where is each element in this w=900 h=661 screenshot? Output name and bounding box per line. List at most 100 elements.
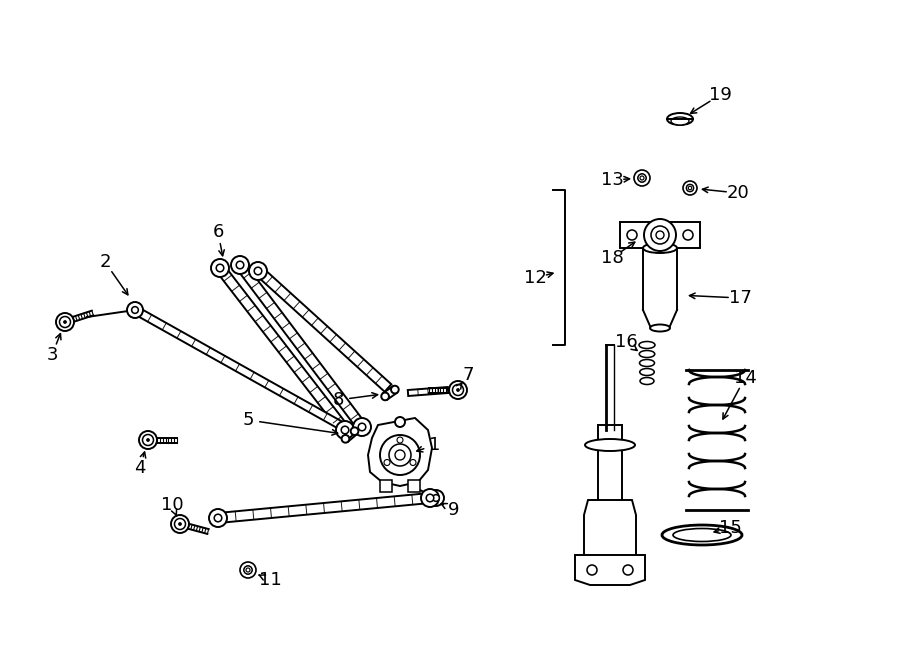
Ellipse shape — [639, 342, 655, 348]
Ellipse shape — [639, 350, 655, 358]
Text: 10: 10 — [161, 496, 184, 514]
Circle shape — [687, 184, 694, 192]
Polygon shape — [620, 222, 700, 248]
Text: 7: 7 — [463, 366, 473, 384]
FancyBboxPatch shape — [640, 361, 654, 366]
Circle shape — [382, 393, 389, 401]
Circle shape — [627, 230, 637, 240]
Ellipse shape — [585, 439, 635, 451]
Circle shape — [216, 264, 224, 272]
Circle shape — [433, 494, 439, 501]
Circle shape — [638, 174, 646, 182]
Text: 4: 4 — [134, 459, 146, 477]
Polygon shape — [236, 262, 366, 430]
Circle shape — [353, 418, 371, 436]
Polygon shape — [256, 268, 392, 392]
Circle shape — [640, 176, 644, 180]
Text: 6: 6 — [212, 223, 224, 241]
Circle shape — [395, 417, 405, 427]
Circle shape — [623, 565, 633, 575]
Circle shape — [342, 435, 349, 443]
Circle shape — [421, 489, 439, 507]
Ellipse shape — [671, 117, 689, 125]
Text: 13: 13 — [600, 171, 624, 189]
Text: 14: 14 — [734, 369, 756, 387]
Circle shape — [246, 568, 250, 572]
Circle shape — [131, 307, 139, 313]
Polygon shape — [575, 555, 645, 585]
FancyBboxPatch shape — [640, 352, 654, 357]
Text: 11: 11 — [258, 571, 282, 589]
Circle shape — [244, 566, 252, 574]
Circle shape — [244, 566, 252, 574]
Polygon shape — [408, 387, 448, 396]
Polygon shape — [218, 493, 430, 523]
Polygon shape — [584, 500, 636, 570]
Ellipse shape — [643, 243, 677, 253]
Circle shape — [656, 231, 664, 239]
FancyBboxPatch shape — [643, 248, 677, 328]
Polygon shape — [133, 307, 342, 428]
Text: 17: 17 — [729, 289, 751, 307]
Circle shape — [171, 515, 189, 533]
Polygon shape — [380, 480, 392, 492]
Text: 5: 5 — [242, 411, 254, 429]
Circle shape — [127, 302, 143, 318]
Circle shape — [453, 385, 464, 395]
Circle shape — [64, 321, 67, 323]
Circle shape — [449, 381, 467, 399]
Circle shape — [175, 518, 185, 529]
Text: 12: 12 — [524, 269, 546, 287]
Polygon shape — [382, 387, 397, 399]
Text: 8: 8 — [332, 391, 344, 409]
Ellipse shape — [588, 441, 632, 449]
Circle shape — [240, 562, 256, 578]
Circle shape — [683, 181, 697, 195]
Circle shape — [391, 386, 399, 393]
Circle shape — [59, 317, 70, 327]
Circle shape — [389, 444, 411, 466]
Circle shape — [147, 438, 149, 442]
Circle shape — [651, 226, 669, 244]
Polygon shape — [408, 480, 420, 492]
Circle shape — [380, 435, 420, 475]
Polygon shape — [216, 265, 349, 433]
Circle shape — [142, 434, 154, 446]
Circle shape — [683, 230, 693, 240]
FancyBboxPatch shape — [640, 343, 654, 348]
Polygon shape — [343, 428, 357, 442]
Text: 1: 1 — [429, 436, 441, 454]
Circle shape — [634, 170, 650, 186]
Circle shape — [231, 256, 249, 274]
Ellipse shape — [662, 525, 742, 545]
Circle shape — [410, 459, 416, 465]
Ellipse shape — [667, 113, 693, 125]
Ellipse shape — [640, 360, 654, 366]
Circle shape — [587, 565, 597, 575]
Circle shape — [139, 431, 157, 449]
Circle shape — [687, 184, 694, 192]
FancyBboxPatch shape — [640, 370, 654, 375]
Circle shape — [456, 389, 460, 391]
Circle shape — [214, 514, 221, 522]
Circle shape — [209, 509, 227, 527]
FancyBboxPatch shape — [640, 379, 654, 384]
Circle shape — [211, 259, 229, 277]
Circle shape — [341, 426, 349, 434]
Ellipse shape — [650, 325, 670, 332]
Circle shape — [56, 313, 74, 331]
Circle shape — [358, 423, 365, 431]
Circle shape — [236, 261, 244, 269]
Circle shape — [397, 437, 403, 443]
Circle shape — [638, 174, 646, 182]
Text: 2: 2 — [99, 253, 111, 271]
Ellipse shape — [673, 529, 731, 541]
Circle shape — [249, 262, 267, 280]
Circle shape — [427, 494, 434, 502]
Circle shape — [428, 490, 444, 506]
Ellipse shape — [640, 377, 654, 385]
Polygon shape — [368, 418, 432, 486]
Text: 18: 18 — [600, 249, 624, 267]
Circle shape — [178, 522, 182, 525]
Circle shape — [395, 450, 405, 460]
